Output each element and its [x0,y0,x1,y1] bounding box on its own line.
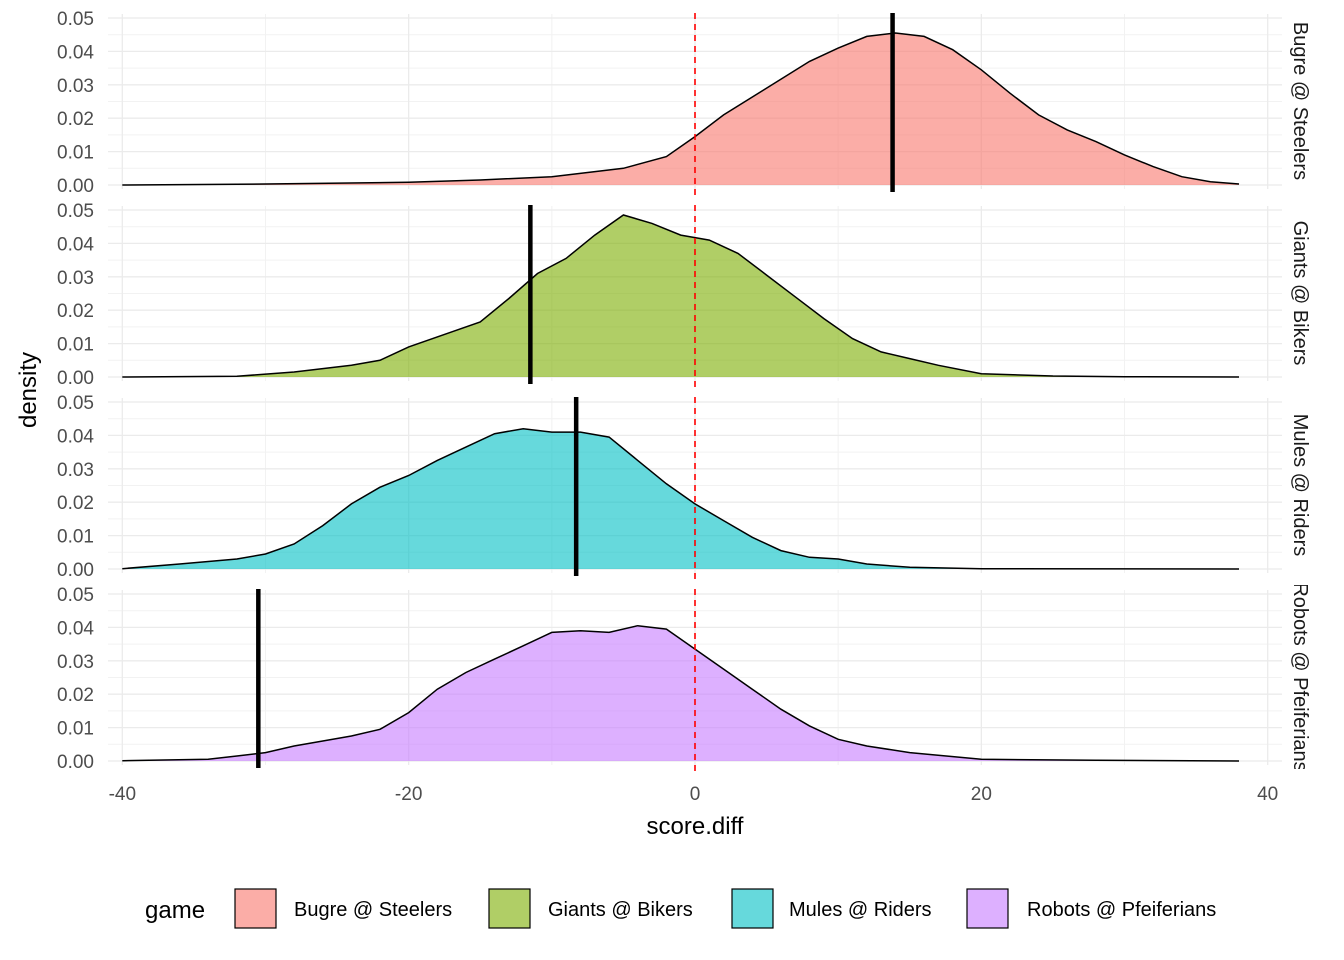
legend-key [966,888,1009,929]
legend-key [234,888,277,929]
x-tick-label: -40 [109,784,136,805]
y-tick-label: 0.00 [57,176,94,197]
y-tick-label: 0.01 [57,719,94,740]
x-axis: -40 -20 0 20 40 [109,784,1279,805]
density-outline [122,427,1240,570]
facet-strip-label: Giants @ Bikers [1289,221,1311,366]
y-tick-label: 0.00 [57,368,94,389]
y-tick-label: 0.04 [57,234,94,255]
y-tick-label: 0.04 [57,426,94,447]
y-tick-label: 0.02 [57,685,94,706]
facet-panel: 0.00 0.01 0.02 0.03 0.04 0.05 Mules @ Riders [57,393,1311,581]
x-tick-label: 40 [1257,784,1278,805]
legend-item: Robots @ Pfeiferians [966,888,1216,929]
legend-item: Giants @ Bikers [488,888,693,929]
y-tick-label: 0.04 [57,42,94,63]
legend-key [488,888,531,929]
density-area [122,33,1239,185]
legend-item: Mules @ Riders [731,888,932,929]
x-tick-label: 20 [971,784,992,805]
legend-label: Robots @ Pfeiferians [1027,899,1216,921]
facet-panel: 0.00 0.01 0.02 0.03 0.04 0.05 Giants @ Bikers [57,201,1311,389]
y-tick-label: 0.05 [57,201,94,222]
legend-label: Mules @ Riders [789,899,932,921]
density-area [122,625,1239,761]
legend-label: Bugre @ Steelers [294,899,452,921]
density-area [122,428,1239,569]
facet-strip: Robots @ Pfeiferians [1289,582,1311,771]
y-tick-label: 0.02 [57,493,94,514]
y-tick-label: 0.04 [57,618,94,639]
facet-strip: Bugre @ Steelers [1289,22,1311,180]
facet-strip-label: Robots @ Pfeiferians [1289,582,1311,771]
legend-key [731,888,774,929]
y-tick-label: 0.03 [57,652,94,673]
facet-strip: Mules @ Riders [1289,414,1311,557]
legend-title: game [145,897,205,924]
legend-label: Giants @ Bikers [548,899,693,921]
x-axis-title: score.diff [647,813,744,840]
y-tick-label: 0.01 [57,527,94,548]
facet-panel: 0.00 0.01 0.02 0.03 0.04 0.05 Bugre @ Steelers [57,9,1311,197]
density-outline [122,624,1240,762]
facet-panels: 0.00 0.01 0.02 0.03 0.04 0.05 Bugre @ Steelers… [57,9,1311,773]
y-tick-label: 0.02 [57,301,94,322]
y-tick-label: 0.05 [57,393,94,414]
density-area [122,215,1239,377]
y-tick-label: 0.01 [57,143,94,164]
density-outline [122,32,1240,186]
y-tick-label: 0.03 [57,76,94,97]
x-tick-label: 0 [690,784,701,805]
legend-items: Bugre @ Steelers Giants @ Bikers Mules @ R… [234,888,1216,929]
facet-panel: 0.00 0.01 0.02 0.03 0.04 0.05 Robots @ Pfeifer… [57,582,1311,773]
y-tick-label: 0.02 [57,109,94,130]
facet-strip: Giants @ Bikers [1289,221,1311,366]
x-tick-label: -20 [395,784,422,805]
y-tick-label: 0.03 [57,460,94,481]
y-tick-label: 0.01 [57,335,94,356]
y-tick-label: 0.00 [57,560,94,581]
facet-strip-label: Bugre @ Steelers [1289,22,1311,180]
y-tick-label: 0.03 [57,268,94,289]
legend-item: Bugre @ Steelers [234,888,452,929]
y-axis-title: density [15,352,42,428]
y-tick-label: 0.00 [57,752,94,773]
y-tick-label: 0.05 [57,585,94,606]
density-outline [122,214,1240,378]
facet-strip-label: Mules @ Riders [1289,414,1311,557]
y-tick-label: 0.05 [57,9,94,30]
legend: game Bugre @ Steelers Giants @ Bikers Mule… [145,888,1216,929]
